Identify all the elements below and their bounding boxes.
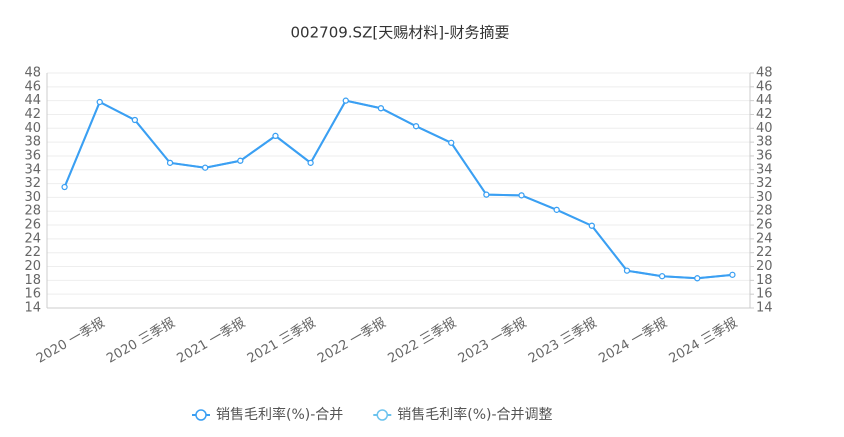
y2-tick-label: 42	[756, 107, 773, 122]
data-point	[237, 157, 244, 164]
y-tick-label: 14	[24, 301, 41, 316]
y-tick-label: 42	[24, 107, 41, 122]
y2-tick-label: 36	[756, 148, 773, 163]
legend-marker	[195, 409, 207, 421]
data-point	[272, 132, 279, 139]
y2-tick-label: 40	[756, 121, 773, 136]
x-tick-label: 2021 一季报	[175, 316, 249, 367]
series-line	[63, 99, 733, 280]
y-tick-label: 20	[24, 259, 41, 274]
data-point	[588, 222, 595, 229]
data-point	[412, 123, 420, 130]
x-tick-label: 2021 三季报	[245, 316, 319, 367]
y-tick-label: 36	[24, 148, 41, 163]
y-tick-label: 32	[24, 176, 41, 191]
y2-tick-label: 20	[756, 259, 773, 274]
y-tick-label: 30	[24, 190, 41, 205]
data-point	[694, 275, 701, 282]
y2-tick-label: 30	[756, 190, 773, 205]
x-tick-label: 2024 三季报	[667, 316, 741, 367]
data-point	[61, 183, 68, 191]
legend-marker	[376, 409, 389, 421]
legend-label: 销售毛利率(%)-合并	[216, 406, 343, 423]
y2-tick-label: 34	[756, 162, 773, 177]
x-tick-label: 2022 一季报	[315, 316, 389, 367]
y2-tick-label: 46	[756, 79, 773, 94]
x-tick-label: 2023 三季报	[526, 316, 600, 367]
y-tick-label: 28	[24, 204, 41, 219]
y-tick-label: 38	[24, 135, 41, 150]
y2-tick-label: 38	[756, 135, 773, 150]
y-tick-label: 22	[24, 245, 41, 260]
y2-tick-label: 28	[756, 204, 773, 219]
y2-tick-label: 18	[756, 273, 773, 288]
data-point	[553, 206, 560, 213]
series-line	[63, 99, 733, 280]
data-point	[518, 192, 525, 199]
y-tick-label: 16	[24, 287, 41, 302]
legend-item: 销售毛利率(%)-合并调整	[373, 406, 553, 423]
y2-tick-label: 44	[756, 93, 773, 108]
data-point	[131, 116, 138, 124]
data-point	[377, 105, 385, 112]
y2-tick-label: 16	[756, 287, 773, 302]
data-point	[96, 98, 103, 106]
y2-tick-label: 48	[756, 66, 773, 81]
data-point	[307, 159, 314, 166]
y-tick-label: 18	[24, 273, 41, 288]
data-point	[729, 271, 736, 278]
y-tick-label: 40	[24, 121, 41, 136]
data-point	[342, 97, 349, 104]
y2-tick-label: 24	[756, 231, 773, 246]
x-tick-label: 2020 一季报	[34, 316, 108, 367]
x-tick-label: 2023 一季报	[456, 316, 530, 367]
data-point	[659, 273, 666, 280]
chart-title: 002709.SZ[天赐材料]-财务摘要	[291, 24, 510, 42]
data-point	[623, 267, 631, 274]
y2-tick-label: 14	[756, 301, 773, 316]
data-point	[448, 139, 455, 146]
data-point	[202, 164, 209, 171]
y2-tick-label: 22	[756, 245, 773, 260]
data-point	[483, 191, 490, 198]
y-tick-label: 24	[24, 231, 41, 246]
legend-item: 销售毛利率(%)-合并	[192, 406, 343, 423]
y-tick-label: 48	[24, 66, 41, 81]
y-tick-label: 46	[24, 79, 41, 94]
x-tick-label: 2020 三季报	[104, 316, 178, 367]
data-point	[166, 159, 174, 166]
y-tick-label: 44	[24, 93, 41, 108]
y-tick-label: 34	[24, 162, 41, 177]
y-tick-label: 26	[24, 218, 41, 233]
y2-tick-label: 32	[756, 176, 773, 191]
x-tick-label: 2024 一季报	[596, 316, 670, 367]
x-tick-label: 2022 三季报	[385, 316, 459, 367]
legend-label: 销售毛利率(%)-合并调整	[397, 406, 552, 423]
y2-tick-label: 26	[756, 218, 773, 233]
